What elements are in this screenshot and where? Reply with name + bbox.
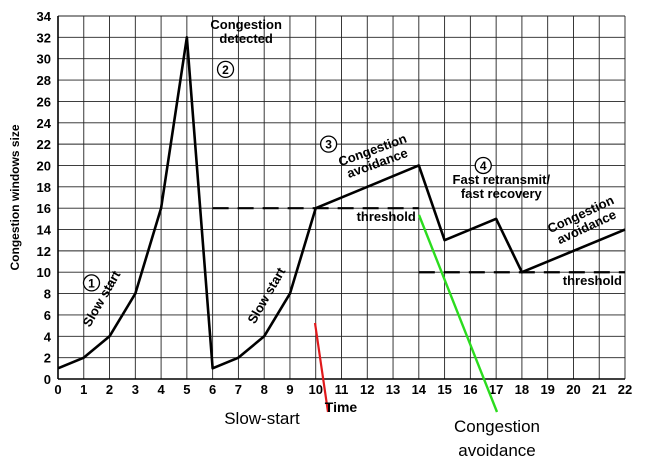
y-tick-label: 12 (37, 244, 51, 259)
x-tick-label: 3 (132, 382, 139, 397)
x-tick-label: 0 (54, 382, 61, 397)
x-tick-label: 6 (209, 382, 216, 397)
y-tick-label: 22 (37, 137, 51, 152)
callout-slow-start: Slow-start (224, 409, 300, 428)
step-number: 4 (480, 159, 487, 173)
x-tick-label: 15 (437, 382, 451, 397)
step-number-circle (82, 274, 101, 292)
data-series (57, 36, 626, 370)
x-tick-label: 9 (286, 382, 293, 397)
y-tick-label: 14 (37, 223, 52, 238)
y-tick-label: 30 (37, 52, 51, 67)
annotation-text: Fast retransmit/ (453, 172, 551, 187)
x-tick-label: 14 (412, 382, 427, 397)
step-number: 2 (222, 63, 229, 77)
callout-congestion-avoidance-line2: avoidance (458, 441, 536, 460)
step-number: 3 (325, 138, 332, 152)
y-tick-label: 2 (44, 351, 51, 366)
x-tick-label: 13 (386, 382, 400, 397)
y-tick-label: 18 (37, 180, 51, 195)
y-tick-label: 8 (44, 287, 51, 302)
x-tick-label: 7 (235, 382, 242, 397)
threshold-label: threshold (563, 273, 622, 288)
callout-line-slow-start (313, 322, 330, 413)
y-tick-label: 34 (37, 9, 52, 24)
x-tick-label: 12 (360, 382, 374, 397)
step-number: 1 (88, 276, 95, 290)
x-tick-label: 21 (592, 382, 606, 397)
callout-congestion-avoidance-line1: Congestion (454, 417, 540, 436)
y-tick-label: 16 (37, 201, 51, 216)
y-tick-label: 0 (44, 372, 51, 387)
x-tick-label: 16 (463, 382, 477, 397)
annotation-text: Slow start (244, 264, 288, 326)
y-tick-label: 24 (37, 116, 52, 131)
annotation-label: Slow start (244, 264, 288, 326)
data-line (57, 36, 626, 370)
x-tick-label: 20 (566, 382, 580, 397)
y-tick-label: 6 (44, 308, 51, 323)
y-tick-label: 28 (37, 73, 51, 88)
y-tick-label: 10 (37, 265, 51, 280)
step-number-circle (474, 156, 492, 175)
annotation-text: fast recovery (461, 186, 543, 201)
y-axis-label: Congestion windows size (8, 124, 22, 270)
threshold-label: threshold (357, 209, 416, 224)
x-tick-label: 22 (618, 382, 632, 397)
x-tick-label: 4 (157, 382, 165, 397)
callouts (313, 214, 499, 413)
x-tick-label: 8 (261, 382, 268, 397)
x-tick-label: 18 (515, 382, 529, 397)
x-tick-label: 19 (540, 382, 554, 397)
step-number-circle (319, 135, 338, 153)
x-tick-label: 11 (335, 382, 349, 397)
annotation-label: Fast retransmit/fast recovery (453, 172, 551, 201)
y-tick-label: 20 (37, 158, 51, 173)
x-tick-label: 1 (80, 382, 87, 397)
y-tick-label: 26 (37, 94, 51, 109)
step-number-circle (216, 60, 235, 79)
x-tick-label: 17 (489, 382, 503, 397)
annotation-text: Congestion (210, 17, 282, 32)
y-tick-label: 4 (44, 329, 52, 344)
y-tick-label: 32 (37, 30, 51, 45)
callout-line-congestion-avoidance (417, 214, 499, 413)
tick-labels: 0 1 2 3 4 5 6 7 8 9 10 11 12 13 14 15 16 17 18 19 20 21 220246… (37, 9, 633, 397)
annotation-text: detected (219, 31, 273, 46)
chart-axes (57, 16, 625, 380)
x-axis-label: Time (325, 399, 358, 415)
x-tick-label: 2 (106, 382, 113, 397)
x-tick-label: 5 (183, 382, 190, 397)
x-tick-label: 10 (308, 382, 322, 397)
